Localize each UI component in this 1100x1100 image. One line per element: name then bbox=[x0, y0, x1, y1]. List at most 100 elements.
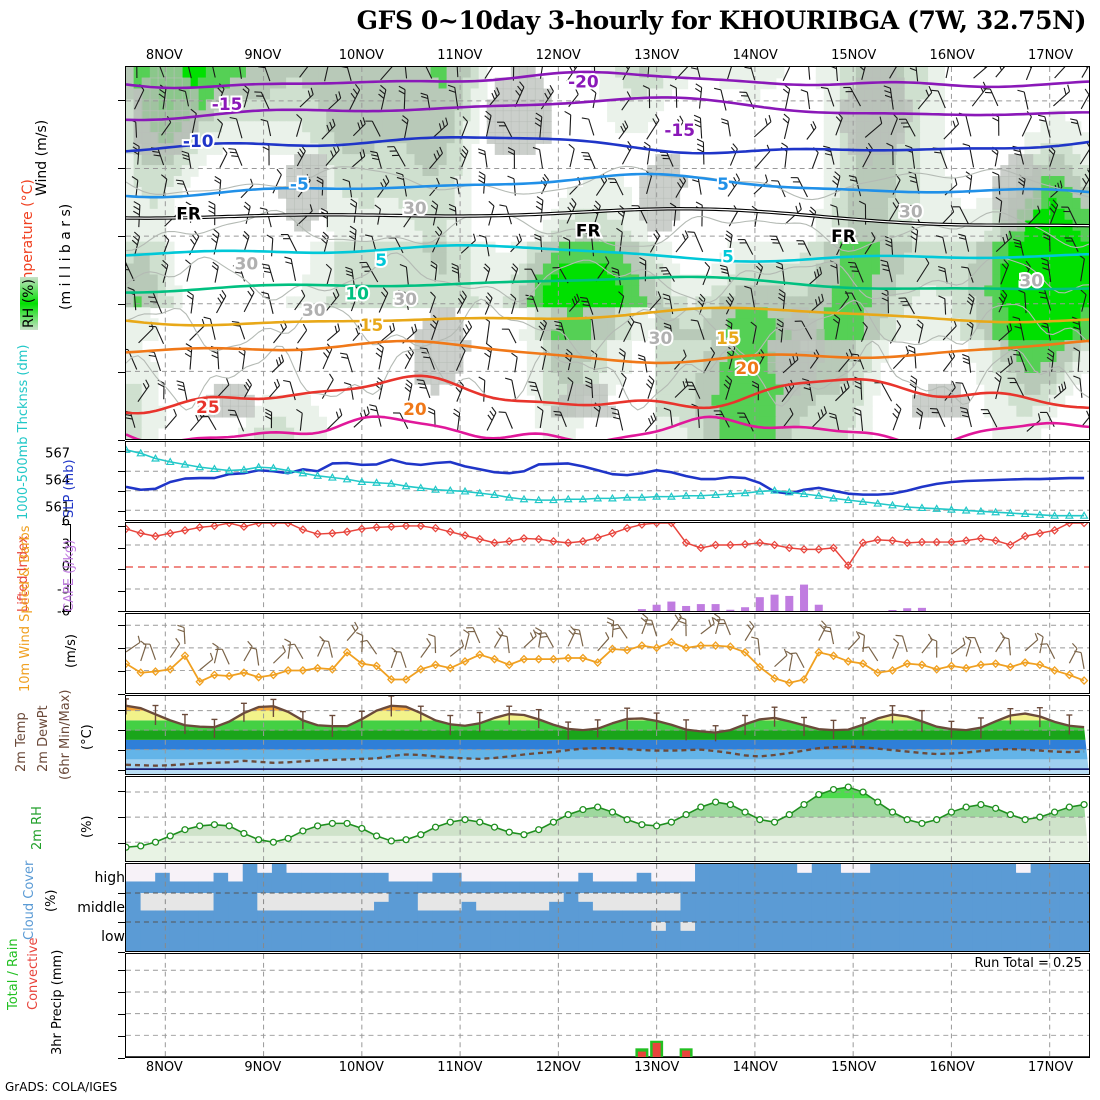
y-tick-mark bbox=[118, 647, 125, 649]
svg-text:25: 25 bbox=[196, 397, 220, 417]
svg-text:5: 5 bbox=[375, 250, 387, 270]
svg-text:FR: FR bbox=[176, 204, 201, 224]
svg-text:20: 20 bbox=[403, 399, 427, 419]
cape-li-plot bbox=[126, 523, 1089, 611]
upper-air-y-axis: 5006007008009001000 bbox=[0, 0, 125, 1100]
x-tick-14nov: 14NOV bbox=[732, 48, 778, 63]
svg-text:5: 5 bbox=[722, 246, 734, 266]
svg-text:-5: -5 bbox=[290, 174, 309, 194]
panel-cloud-cover bbox=[125, 863, 1090, 952]
svg-text:30: 30 bbox=[302, 300, 326, 320]
x-tick-9nov: 9NOV bbox=[244, 48, 282, 63]
svg-text:15: 15 bbox=[360, 315, 384, 335]
y-tick-mark bbox=[118, 491, 125, 492]
y-tick-mark bbox=[118, 1013, 125, 1015]
y-tick-mark bbox=[118, 624, 125, 626]
y-tick-mark bbox=[118, 236, 125, 237]
svg-text:5: 5 bbox=[375, 250, 387, 270]
cloud-tick bbox=[118, 952, 125, 953]
svg-text:-15: -15 bbox=[664, 120, 695, 140]
y-tick-mark bbox=[118, 471, 125, 472]
y-tick-thickness: 567 bbox=[45, 446, 70, 462]
x-tick-10nov: 10NOV bbox=[338, 48, 384, 63]
y-tick-mark bbox=[118, 569, 125, 571]
wind-plot bbox=[126, 614, 1089, 693]
svg-text:20: 20 bbox=[403, 399, 427, 419]
y-tick-mark bbox=[118, 710, 125, 711]
svg-text:30: 30 bbox=[1019, 271, 1043, 291]
run-total-label: Run Total = 0.25 bbox=[974, 956, 1082, 971]
x-tick-16nov: 16NOV bbox=[929, 1060, 975, 1075]
cloud-row-label-low: low bbox=[101, 929, 125, 946]
wind-y-axis: 0246 bbox=[0, 0, 125, 1100]
x-tick-14nov: 14NOV bbox=[732, 1060, 778, 1075]
cloud-tick bbox=[118, 922, 125, 924]
y-tick-mark bbox=[118, 817, 125, 819]
label-precip-title: 3hr Precip (mm) bbox=[50, 949, 65, 1055]
x-tick-11nov: 11NOV bbox=[437, 1060, 483, 1075]
slp-thickness-plot bbox=[126, 442, 1089, 520]
credit-label: GrADS: COLA/IGES bbox=[5, 1080, 118, 1094]
svg-text:5: 5 bbox=[717, 174, 729, 194]
svg-text:30: 30 bbox=[302, 300, 326, 320]
y-tick-mark bbox=[118, 526, 125, 528]
svg-text:30: 30 bbox=[393, 289, 417, 309]
svg-text:30: 30 bbox=[403, 198, 427, 218]
y-tick-lifted-index: 0 bbox=[61, 559, 70, 575]
svg-text:15: 15 bbox=[360, 315, 384, 335]
svg-text:15: 15 bbox=[716, 328, 740, 348]
svg-text:FR: FR bbox=[831, 226, 856, 246]
y-tick-lifted-index: -6 bbox=[57, 604, 70, 620]
svg-text:5: 5 bbox=[717, 174, 729, 194]
y-tick-mark bbox=[118, 304, 125, 305]
svg-text:-15: -15 bbox=[212, 94, 243, 114]
y-tick-mark bbox=[118, 730, 125, 731]
svg-text:FR: FR bbox=[576, 220, 601, 240]
y-tick-mark bbox=[118, 451, 125, 452]
panel-2m-rh bbox=[125, 776, 1090, 862]
svg-text:30: 30 bbox=[393, 289, 417, 309]
svg-text:-15: -15 bbox=[664, 120, 695, 140]
svg-text:30: 30 bbox=[899, 202, 923, 222]
svg-text:20: 20 bbox=[735, 358, 759, 378]
svg-text:FR: FR bbox=[176, 204, 201, 224]
panel-precip bbox=[125, 953, 1090, 1058]
cape-y-axis: 6685013341676 bbox=[0, 0, 125, 1100]
y-tick-mark bbox=[118, 1058, 125, 1059]
y-tick-mark bbox=[118, 511, 125, 512]
svg-text:10: 10 bbox=[345, 284, 369, 304]
svg-text:30: 30 bbox=[649, 328, 673, 348]
x-tick-12nov: 12NOV bbox=[535, 1060, 581, 1075]
slp-y-axis: 1024102010161012 bbox=[0, 0, 125, 1100]
panel-slp-thickness bbox=[125, 441, 1090, 521]
y-tick-mark bbox=[118, 791, 125, 793]
panel-cape-lifted-index bbox=[125, 522, 1090, 612]
panel-upper-air: -15 -15 -20 -20 -15 -15 -10 -10 -5 -5 5 5 FR FR FR FR FR… bbox=[125, 66, 1090, 440]
y-tick-mark bbox=[118, 590, 125, 592]
x-axis-labels-top: 8NOV 9NOV 10NOV 11NOV 12NOV 13NOV 14NOV 15NOV 16… bbox=[125, 48, 1090, 66]
y-tick-mark bbox=[118, 1035, 125, 1037]
y-tick-mark bbox=[118, 100, 125, 101]
lifted-index-bracket bbox=[62, 524, 71, 612]
y-tick-lifted-index: 3 bbox=[61, 537, 70, 552]
y-tick-mark bbox=[118, 547, 125, 549]
y-tick-lifted-index: -3 bbox=[57, 582, 70, 597]
y-tick-mark bbox=[118, 750, 125, 751]
svg-text:-10: -10 bbox=[183, 131, 214, 151]
x-tick-13nov: 13NOV bbox=[634, 1060, 680, 1075]
svg-text:20: 20 bbox=[735, 358, 759, 378]
svg-text:15: 15 bbox=[716, 328, 740, 348]
y-tick-mark bbox=[118, 969, 125, 971]
y-tick-mark bbox=[118, 842, 125, 844]
precip-plot bbox=[126, 954, 1089, 1057]
x-tick-10nov: 10NOV bbox=[338, 1060, 384, 1075]
svg-text:30: 30 bbox=[649, 328, 673, 348]
x-tick-13nov: 13NOV bbox=[634, 48, 680, 63]
y-tick-mark bbox=[118, 168, 125, 169]
svg-text:10: 10 bbox=[345, 284, 369, 304]
svg-text:FR: FR bbox=[576, 220, 601, 240]
y-tick-mark bbox=[118, 694, 125, 695]
x-tick-9nov: 9NOV bbox=[244, 1060, 282, 1075]
